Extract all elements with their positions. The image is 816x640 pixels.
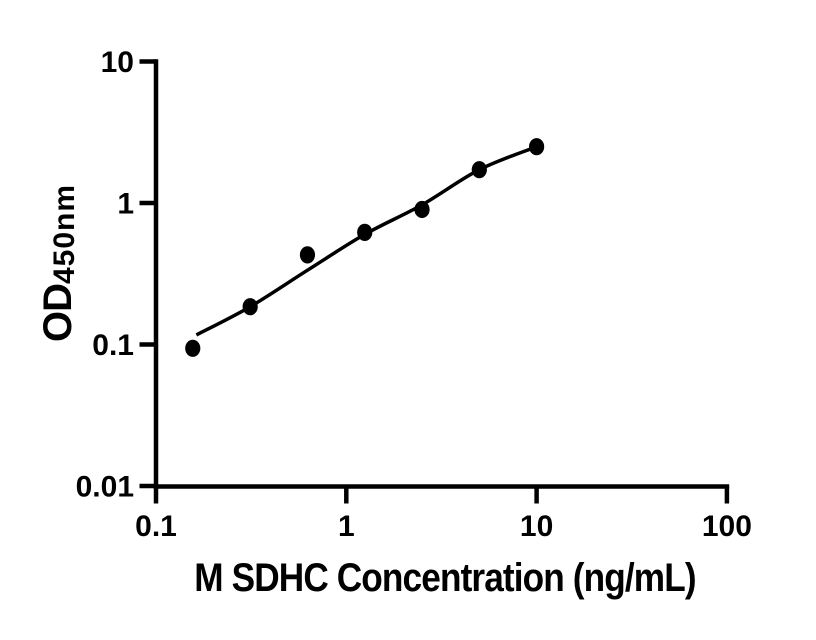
- x-axis-title: M SDHC Concentration (ng/mL): [194, 556, 696, 600]
- x-tick-label: 0.1: [135, 510, 177, 543]
- y-tick-label: 0.01: [76, 471, 134, 504]
- data-point: [299, 246, 316, 264]
- data-point: [242, 298, 258, 316]
- data-point: [357, 223, 373, 241]
- data-point: [529, 138, 545, 156]
- data-point: [414, 200, 430, 219]
- x-tick-label: 100: [702, 510, 752, 543]
- data-point: [185, 339, 201, 357]
- data-point: [471, 161, 487, 179]
- y-axis-title-subscript: 450nm: [48, 183, 81, 285]
- y-axis-title-main: OD: [35, 284, 80, 343]
- y-axis-title: OD 450nm: [33, 143, 83, 383]
- x-tick-label: 10: [520, 510, 553, 543]
- x-tick-label: 1: [338, 510, 355, 543]
- y-tick-label: 1: [117, 188, 134, 221]
- y-tick-label: 0.1: [92, 329, 134, 362]
- y-tick-label: 10: [101, 46, 134, 79]
